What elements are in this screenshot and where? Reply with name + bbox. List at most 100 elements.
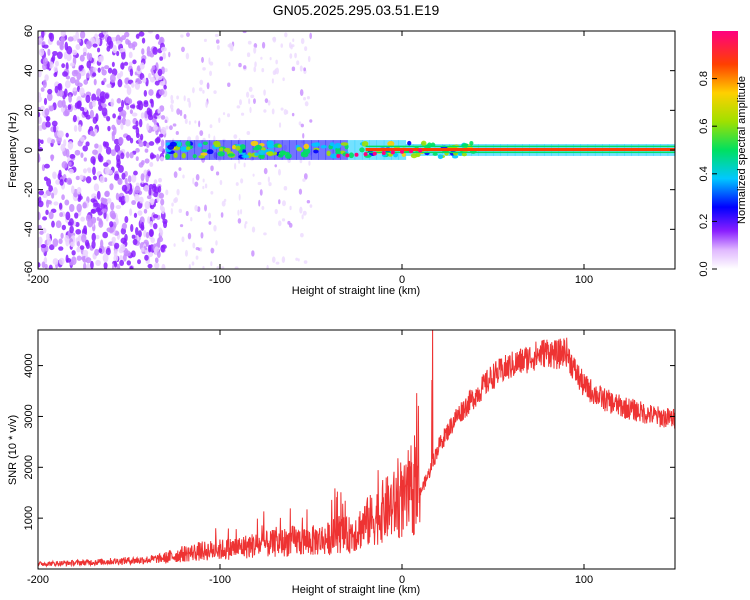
heatmap-cell <box>153 119 157 126</box>
heatmap-cell <box>129 104 136 109</box>
heatmap-cell <box>141 247 145 252</box>
heatmap-cell <box>69 203 75 213</box>
heatmap-cell <box>197 142 203 148</box>
heatmap-cell <box>354 140 363 160</box>
heatmap-cell <box>173 171 178 178</box>
heatmap-cell <box>65 211 71 221</box>
heatmap-cell <box>218 147 224 152</box>
heatmap-cell <box>89 109 95 119</box>
heatmap-cell <box>240 209 243 215</box>
heatmap-cell <box>112 45 117 54</box>
colorbar-ticks: 0.0 0.2 0.4 0.6 0.8 <box>698 71 717 277</box>
heatmap-cell <box>103 262 108 269</box>
heatmap-cell <box>91 93 97 102</box>
heatmap-cell <box>68 94 72 103</box>
heatmap-cell <box>309 119 313 123</box>
heatmap-cell <box>113 126 117 136</box>
heatmap-cell <box>296 60 300 66</box>
heatmap-cell <box>313 149 319 154</box>
heatmap-cell <box>74 149 81 156</box>
heatmap-cell <box>220 212 224 218</box>
heatmap-cell <box>306 96 310 100</box>
heatmap-cell <box>198 87 203 92</box>
heatmap-cell <box>148 89 154 96</box>
heatmap-cell <box>309 204 313 208</box>
heatmap-cell <box>308 160 311 166</box>
heatmap-cell <box>104 93 110 99</box>
heatmap-cell <box>132 44 136 51</box>
heatmap-cell <box>64 199 70 206</box>
heatmap-cell <box>149 76 156 83</box>
heatmap-cell <box>300 123 304 128</box>
heatmap-cell <box>82 145 88 152</box>
heatmap-cell <box>302 132 305 139</box>
heatmap-cell <box>49 244 55 251</box>
heatmap-cell <box>78 65 83 72</box>
heatmap-cell <box>111 82 116 87</box>
heatmap-cell <box>61 63 66 69</box>
heatmap-cell <box>298 121 302 126</box>
heatmap-cell <box>318 140 327 160</box>
y-tick-label: 60 <box>23 25 35 37</box>
colorbar-tick-label: 0.6 <box>698 119 710 134</box>
heatmap-cell <box>158 146 164 152</box>
heatmap-cell <box>85 141 90 147</box>
heatmap-cell <box>42 57 48 65</box>
heatmap-cell <box>198 120 201 128</box>
chart-title: GN05.2025.295.03.51.E19 <box>273 2 440 18</box>
heatmap-cell <box>280 107 284 111</box>
heatmap-cell <box>159 105 165 112</box>
heatmap-cell <box>54 85 59 94</box>
heatmap-cell <box>135 120 139 127</box>
heatmap-cell <box>215 240 218 246</box>
heatmap-cell <box>201 149 208 153</box>
heatmap-cell <box>202 265 205 269</box>
heatmap-cell <box>283 185 288 191</box>
heatmap-cell <box>38 142 41 148</box>
heatmap-cell <box>246 130 251 136</box>
heatmap-cell <box>38 95 42 103</box>
heatmap-cell <box>82 168 87 174</box>
heatmap-cell <box>409 149 414 154</box>
heatmap-cell <box>195 174 200 181</box>
heatmap-cell <box>268 182 272 187</box>
heatmap-cell <box>40 105 45 111</box>
heatmap-cell <box>107 67 113 74</box>
heatmap-cell <box>160 198 165 206</box>
heatmap-cell <box>244 221 248 225</box>
heatmap-cell <box>52 238 59 247</box>
y-tick-label: 0 <box>23 147 35 153</box>
heatmap-cell <box>147 170 151 177</box>
heatmap-cell <box>53 125 57 133</box>
heatmap-cell <box>82 202 87 209</box>
heatmap-cell <box>75 31 80 40</box>
heatmap-cell <box>170 94 174 101</box>
heatmap-cell <box>131 82 135 88</box>
heatmap-cell <box>289 205 292 211</box>
heatmap-cell <box>153 179 158 185</box>
heatmap-cell <box>204 204 207 212</box>
heatmap-cell <box>83 52 87 57</box>
heatmap-cell <box>38 124 43 132</box>
heatmap-cell <box>209 70 213 77</box>
heatmap-cell <box>278 168 281 176</box>
heatmap-cell <box>248 98 251 105</box>
heatmap-cell <box>38 48 45 57</box>
heatmap-cell <box>144 254 149 261</box>
heatmap-cell <box>60 31 66 37</box>
heatmap-cell <box>147 216 151 224</box>
heatmap-cell <box>100 239 104 249</box>
heatmap-cell <box>110 149 116 157</box>
heatmap-cell <box>90 260 94 269</box>
heatmap-cell <box>163 221 168 229</box>
heatmap-cell <box>72 114 77 123</box>
heatmap-cell <box>281 218 286 222</box>
heatmap-cell <box>303 173 308 180</box>
heatmap-cell <box>77 124 82 132</box>
heatmap-cell <box>218 117 221 124</box>
heatmap-cell <box>121 222 128 230</box>
heatmap-cell <box>326 150 331 157</box>
heatmap-cell <box>133 170 138 176</box>
heatmap-cell <box>132 125 138 130</box>
